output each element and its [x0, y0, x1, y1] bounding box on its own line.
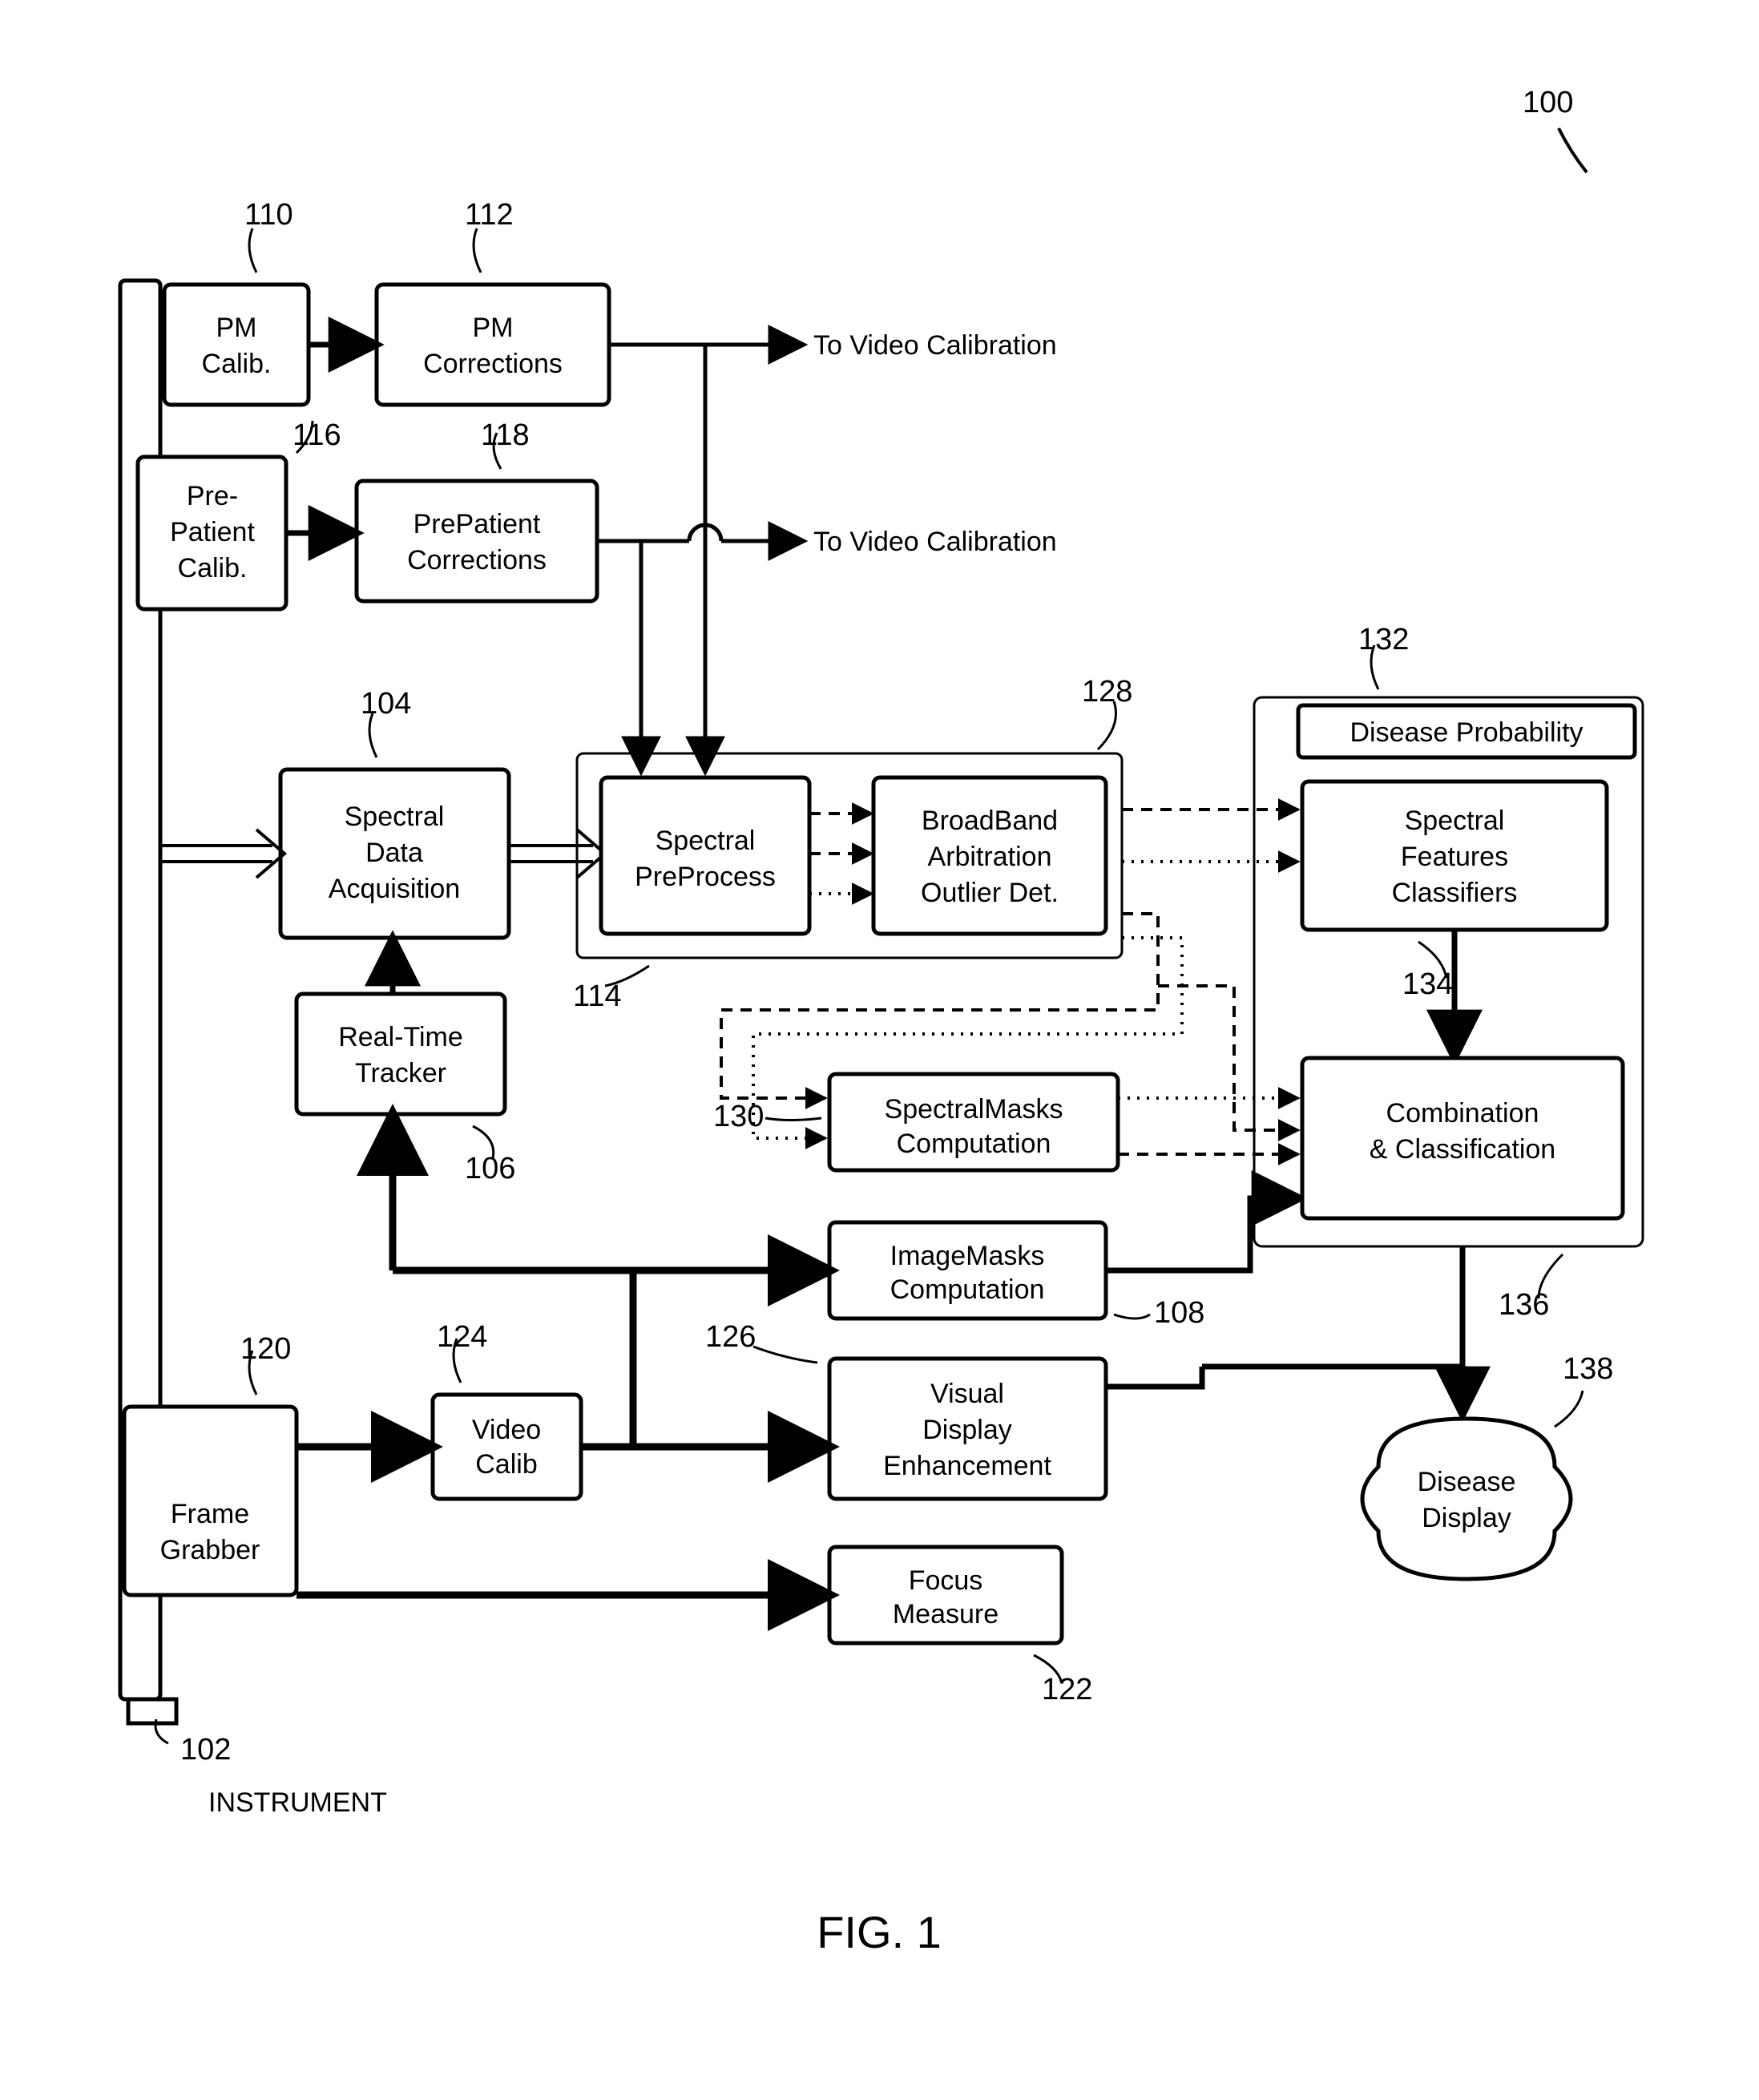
- smask-l1: SpectralMasks: [885, 1094, 1063, 1125]
- vcal-l2: Calib: [475, 1449, 537, 1480]
- pm-calib-box: [164, 285, 309, 405]
- ref-102: 102: [180, 1733, 231, 1767]
- pre-calib-l3: Calib.: [178, 553, 248, 584]
- figure-1: 100 102 INSTRUMENT PM Calib. 110 PM Corr…: [0, 0, 1759, 2100]
- imask-l1: ImageMasks: [890, 1241, 1045, 1271]
- figure-title: FIG. 1: [817, 1907, 942, 1957]
- sda-l1: Spectral: [345, 802, 445, 832]
- vde-l3: Enhancement: [883, 1451, 1051, 1481]
- ref-122: 122: [1042, 1673, 1092, 1706]
- pm-calib-l1: PM: [216, 313, 257, 343]
- focus-l1: Focus: [909, 1565, 983, 1596]
- ref-112: 112: [465, 198, 514, 232]
- rtt-box: [297, 994, 505, 1114]
- ref-120: 120: [240, 1332, 291, 1366]
- pm-corr-l1: PM: [473, 313, 514, 343]
- pre-calib-l1: Pre-: [187, 481, 238, 511]
- sda-l3: Acquisition: [329, 874, 460, 904]
- cc-l1: Combination: [1386, 1098, 1539, 1129]
- ref-118: 118: [481, 418, 530, 452]
- rtt-l1: Real-Time: [338, 1022, 463, 1052]
- vcal-l1: Video: [472, 1415, 541, 1445]
- edge-imask-cc: [1106, 1198, 1298, 1270]
- edge-128-smask-dash: [721, 914, 1158, 1098]
- edge-128-cc-dash: [1158, 986, 1298, 1130]
- sfc-l2: Features: [1401, 842, 1508, 872]
- pre-corr-box: [357, 481, 597, 601]
- dp-title: Disease Probability: [1350, 717, 1583, 748]
- ref-126: 126: [705, 1320, 756, 1354]
- vde-l2: Display: [922, 1415, 1011, 1445]
- vcal-box: [433, 1395, 581, 1499]
- edge-sda-pre: [509, 830, 605, 878]
- pre-corr-l2: Corrections: [407, 545, 547, 575]
- pre-calib-l2: Patient: [170, 517, 255, 547]
- bb-l1: BroadBand: [922, 806, 1058, 836]
- ref-132: 132: [1358, 623, 1409, 656]
- smask-l2: Computation: [897, 1129, 1051, 1159]
- imask-l2: Computation: [890, 1274, 1045, 1305]
- pre-l2: PreProcess: [635, 862, 776, 892]
- rtt-l2: Tracker: [355, 1058, 446, 1088]
- ref-104: 104: [361, 687, 411, 721]
- dd-l1: Disease: [1418, 1467, 1516, 1497]
- pm-calib-l2: Calib.: [202, 349, 272, 379]
- pm-corr-box: [377, 285, 609, 405]
- ref-130: 130: [713, 1100, 764, 1133]
- dd-shape: [1362, 1419, 1571, 1579]
- tovc2: To Video Calibration: [813, 527, 1057, 557]
- instrument-label: INSTRUMENT: [208, 1787, 387, 1818]
- pre-corr-l1: PrePatient: [414, 509, 541, 539]
- bb-l3: Outlier Det.: [921, 878, 1059, 908]
- ref-106: 106: [465, 1152, 515, 1185]
- vde-l1: Visual: [930, 1379, 1004, 1409]
- sda-l2: Data: [365, 838, 423, 868]
- ref-128: 128: [1082, 675, 1132, 709]
- cc-l2: & Classification: [1370, 1134, 1555, 1165]
- sfc-l1: Spectral: [1405, 806, 1505, 836]
- ref-138: 138: [1563, 1352, 1613, 1386]
- ref-124: 124: [437, 1320, 487, 1354]
- ref-134: 134: [1402, 967, 1453, 1001]
- frame-l2: Grabber: [160, 1535, 260, 1565]
- pre-l1: Spectral: [656, 826, 756, 856]
- frame-l1: Frame: [171, 1499, 249, 1529]
- ref-100: 100: [1523, 86, 1573, 119]
- ref-108: 108: [1154, 1296, 1204, 1330]
- focus-l2: Measure: [893, 1599, 999, 1630]
- ref-116: 116: [292, 418, 341, 452]
- ref-136: 136: [1499, 1288, 1549, 1322]
- edge-vde-up: [1106, 1367, 1202, 1387]
- ref-110: 110: [244, 198, 293, 232]
- pm-corr-l2: Corrections: [423, 349, 563, 379]
- bb-l2: Arbitration: [928, 842, 1052, 872]
- tovc1: To Video Calibration: [813, 330, 1057, 361]
- edge-bus-sda: [160, 830, 284, 878]
- sfc-l3: Classifiers: [1392, 878, 1518, 908]
- dd-l2: Display: [1422, 1503, 1511, 1533]
- ref-114: 114: [573, 979, 622, 1013]
- instrument-tab: [128, 1699, 176, 1723]
